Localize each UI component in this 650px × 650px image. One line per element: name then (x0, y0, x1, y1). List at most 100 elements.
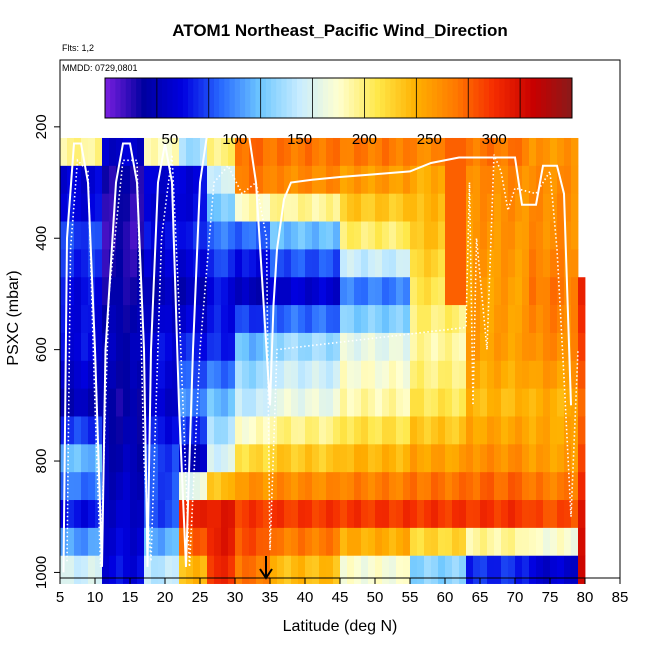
heat-cell (81, 500, 89, 529)
heat-cell (361, 137, 369, 167)
heat-cell (473, 193, 481, 222)
heat-cell (347, 444, 355, 473)
heat-cell (214, 221, 222, 250)
heat-cell (81, 416, 89, 445)
x-tick-label: 70 (507, 589, 524, 606)
colorbar-swatch (229, 78, 236, 118)
heat-cell (326, 555, 334, 584)
heat-cell (452, 527, 460, 557)
heat-cell (270, 472, 278, 501)
heat-cell (396, 555, 404, 584)
heat-cell (256, 277, 264, 306)
heat-cell (361, 444, 369, 473)
heat-cell (564, 137, 572, 167)
heat-cell (452, 332, 460, 362)
heat-cell (242, 555, 250, 584)
colorbar-swatch (177, 78, 184, 118)
heat-cell (81, 332, 89, 362)
heat-cell (263, 500, 271, 529)
heat-cell (228, 193, 236, 222)
heat-cell (95, 137, 103, 167)
heat-cell (515, 500, 523, 529)
heat-cell (396, 388, 404, 417)
heat-cell (144, 472, 152, 501)
heat-cell (200, 416, 208, 445)
heat-cell (235, 444, 243, 473)
heat-cell (543, 165, 551, 195)
heat-cell (501, 221, 509, 250)
heat-cell (193, 500, 201, 529)
heat-cell (557, 416, 565, 445)
heat-cell (424, 388, 432, 417)
heat-cell (249, 332, 257, 362)
heat-cell (144, 555, 152, 584)
heat-cell (368, 388, 376, 417)
heat-cell (228, 249, 236, 278)
heat-cell (123, 249, 131, 278)
heat-cell (564, 165, 572, 195)
heat-cell (298, 193, 306, 222)
heat-cell (459, 193, 467, 222)
heat-cell (284, 444, 292, 473)
heat-cell (221, 305, 229, 334)
heat-cell (480, 500, 488, 529)
heat-cell (417, 555, 425, 584)
heat-cell (494, 500, 502, 529)
heat-cell (515, 249, 523, 278)
dates-label: MMDD: 0729,0801 (62, 63, 138, 73)
heat-cell (151, 360, 159, 390)
heat-cell (130, 416, 138, 445)
heat-cell (410, 444, 418, 473)
heat-cell (529, 360, 537, 390)
heat-cell (179, 555, 187, 584)
heat-cell (291, 472, 299, 501)
heat-cell (389, 305, 397, 334)
heat-cell (249, 388, 257, 417)
heat-cell (312, 137, 320, 167)
heat-cell (74, 165, 82, 195)
heat-cell (130, 137, 138, 167)
colorbar-swatch (156, 78, 163, 118)
heat-cell (256, 360, 264, 390)
heat-cell (410, 360, 418, 390)
heat-cell (228, 527, 236, 557)
heat-cell (319, 332, 327, 362)
heat-cell (424, 221, 432, 250)
heat-cell (487, 332, 495, 362)
heat-cell (354, 555, 362, 584)
heat-cell (438, 500, 446, 529)
heat-cell (291, 388, 299, 417)
heat-cell (452, 500, 460, 529)
heat-cell (207, 193, 215, 222)
heat-cell (382, 137, 390, 167)
heat-cell (144, 137, 152, 167)
colorbar-swatch (167, 78, 173, 118)
heat-cell (298, 500, 306, 529)
heat-cell (326, 388, 334, 417)
heat-cell (193, 555, 201, 584)
heat-cell (109, 416, 117, 445)
heat-cell (228, 360, 236, 390)
heat-cell (438, 137, 446, 167)
heat-cell (403, 360, 411, 390)
heat-cell (207, 332, 215, 362)
heat-cell (557, 332, 565, 362)
colorbar-swatch (276, 78, 282, 118)
heat-cell (571, 332, 579, 362)
heat-cell (249, 555, 257, 584)
heat-cell (256, 305, 264, 334)
heat-cell (410, 388, 418, 417)
heat-cell (214, 193, 222, 222)
heat-cell (298, 527, 306, 557)
heat-cell (466, 165, 474, 195)
heat-cell (102, 444, 110, 473)
heat-cell (438, 388, 446, 417)
heat-cell (452, 360, 460, 390)
heat-cell (235, 472, 243, 501)
heat-cell (494, 388, 502, 417)
heat-cell (144, 360, 152, 390)
heat-cell (277, 332, 285, 362)
heat-cell (228, 416, 236, 445)
heat-cell (389, 360, 397, 390)
x-tick-label: 80 (577, 589, 594, 606)
